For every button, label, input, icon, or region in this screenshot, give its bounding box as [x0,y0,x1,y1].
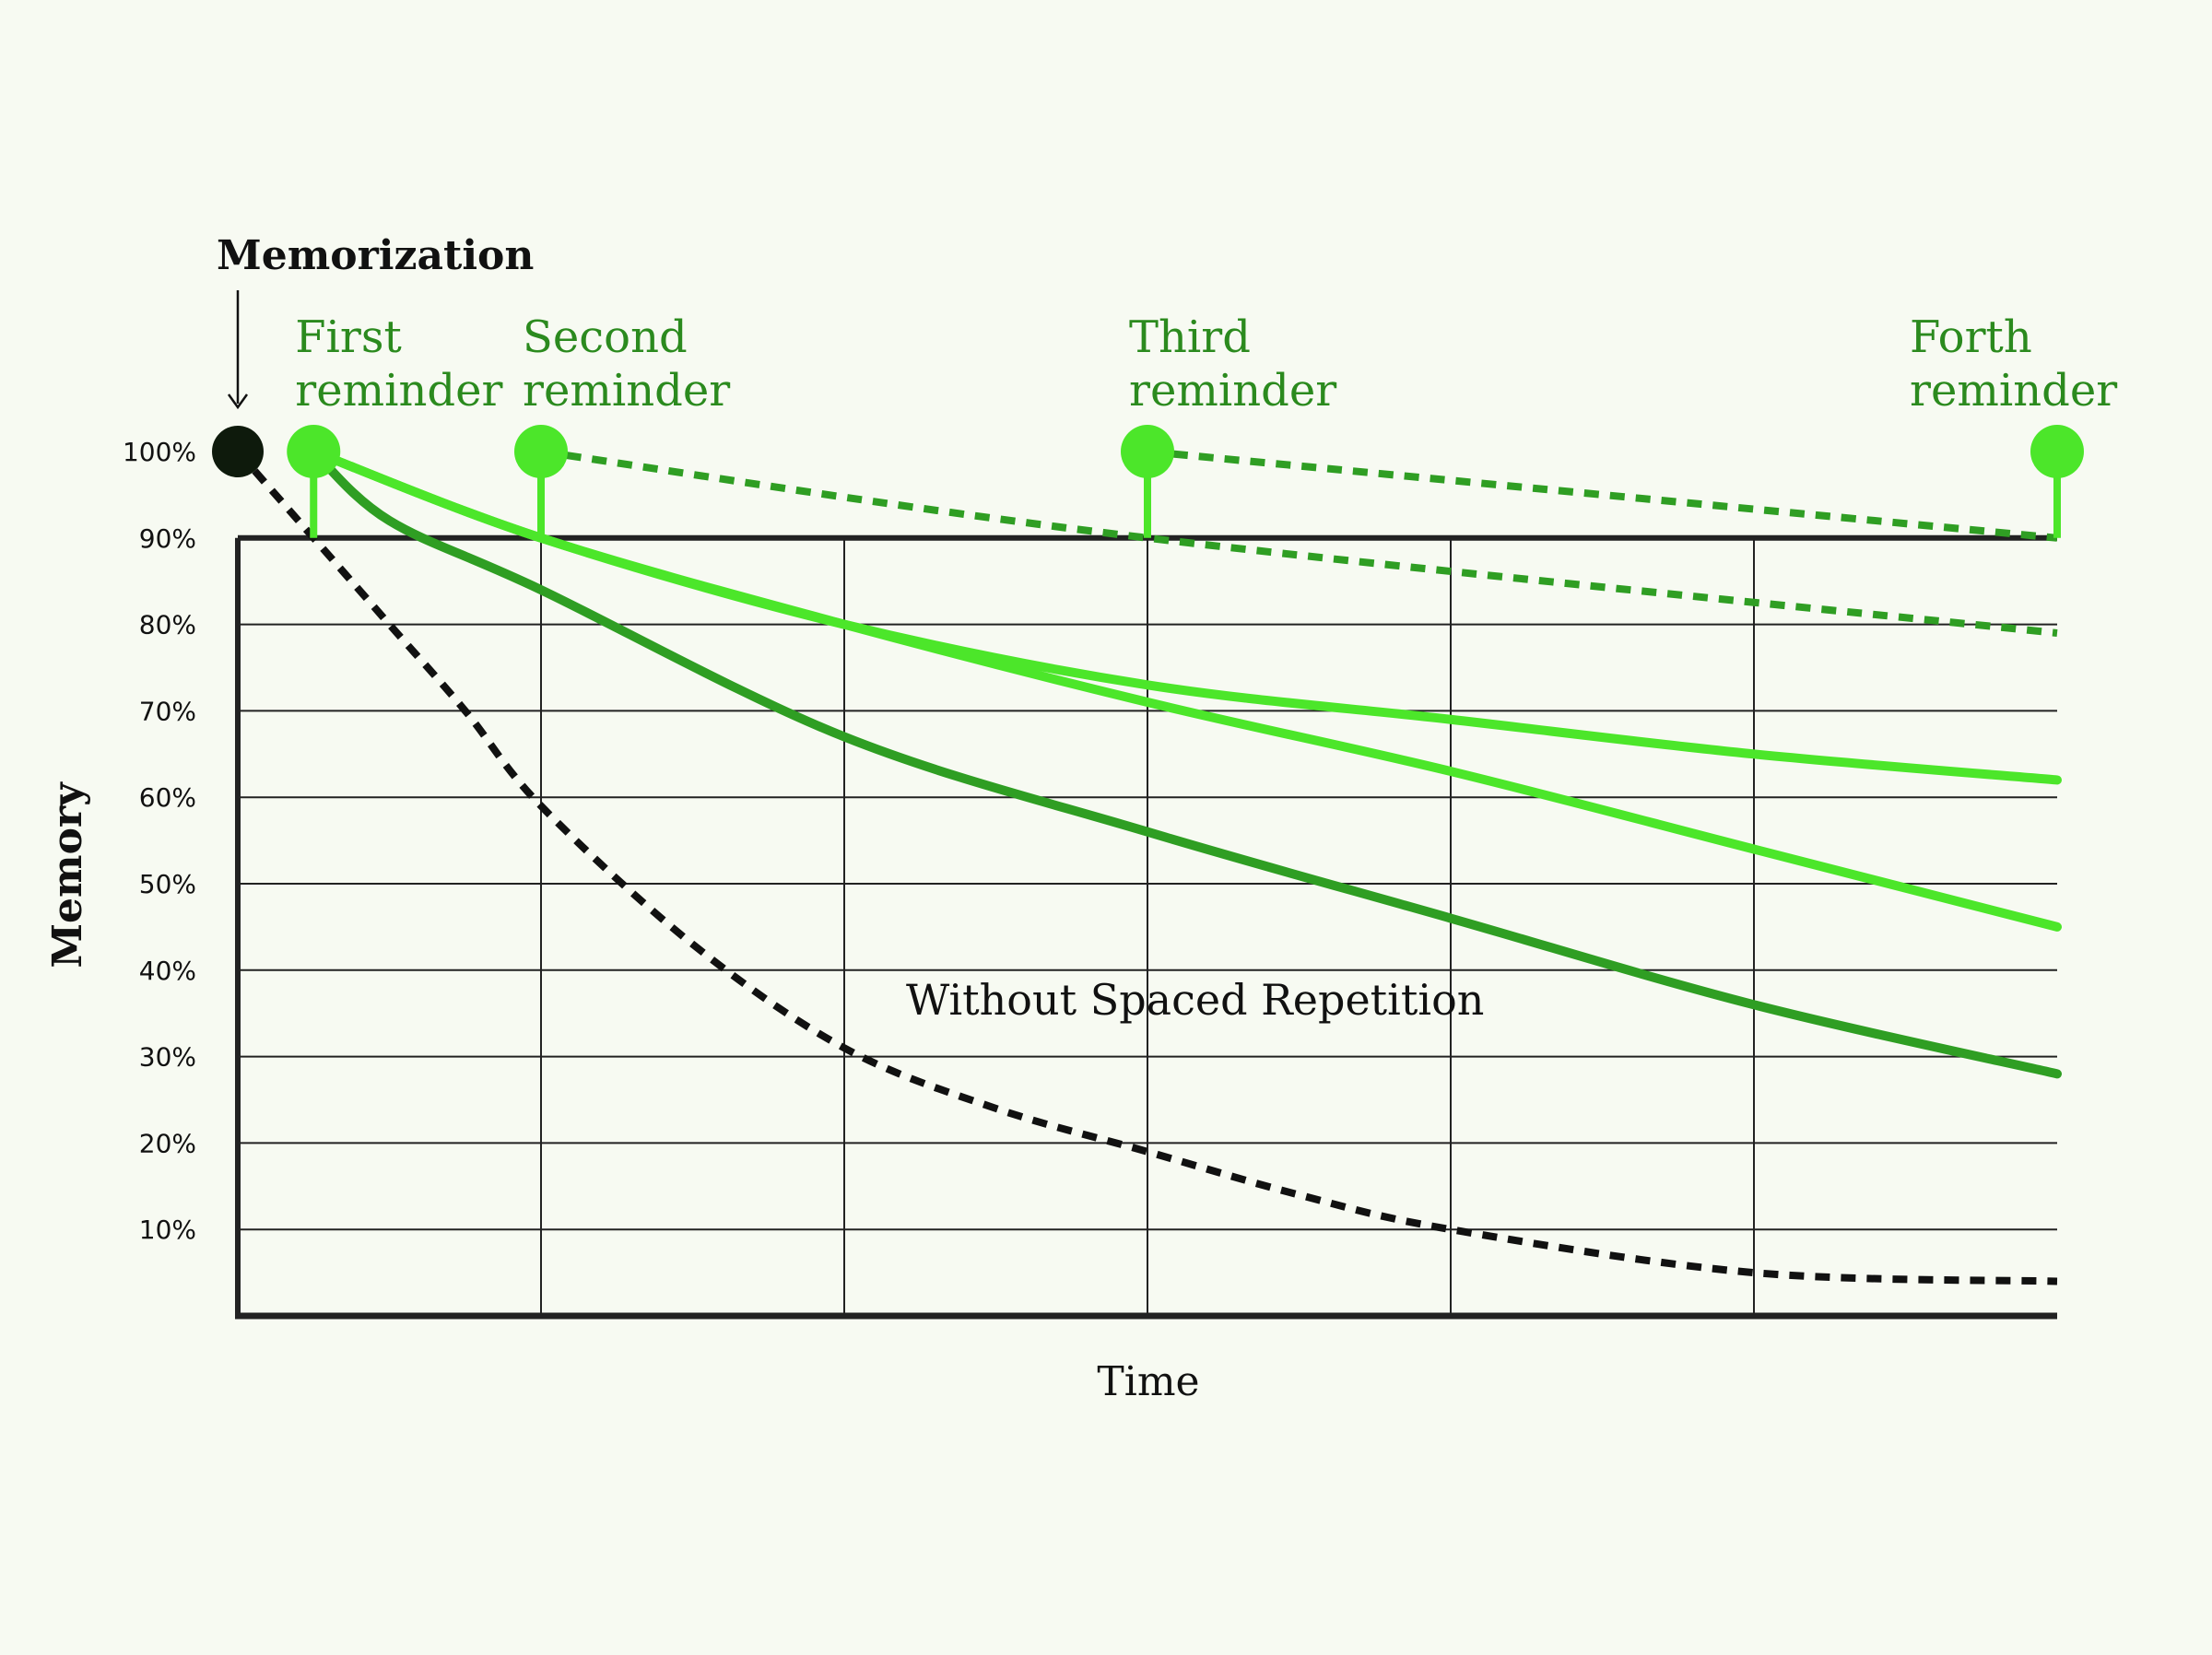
y-tick-label: 40% [139,956,196,986]
reminder-label-line2: reminder [1910,365,2117,417]
markers [212,290,2084,538]
labels: Memorization Without Spaced Repetition T… [44,232,2117,1405]
reminder-label-line2: reminder [1129,365,1336,417]
series-line-2 [309,447,2062,1079]
y-tick-label: 10% [139,1215,196,1245]
y-tick-label: 70% [139,696,196,726]
reminder-label-line1: First [295,311,402,363]
series-line-5 [540,448,2058,637]
y-tick-label: 90% [139,523,196,554]
reminder-label-line1: Third [1129,311,1251,363]
y-tick-label: 30% [139,1042,196,1073]
memorization-marker [212,426,264,477]
reminder-label-line2: reminder [523,365,730,417]
y-tick-label: 60% [139,782,196,813]
without-spaced-repetition-annotation: Without Spaced Repetition [906,975,1484,1025]
series-line-1 [234,449,2058,1285]
series-lines [234,447,2062,1285]
grid [235,534,2057,1320]
y-tick-label: 100% [123,437,196,467]
memorization-arrow-head [227,393,249,410]
y-tick-label: 50% [139,869,196,899]
y-axis-label: Memory [44,781,91,968]
series-line-6 [1147,448,2058,542]
y-tick-label: 80% [139,610,196,640]
y-tick-label: 20% [139,1128,196,1158]
series-line-4 [309,447,2062,785]
memorization-label: Memorization [217,232,534,279]
x-axis-label: Time [1097,1358,1199,1405]
reminder-label-line1: Forth [1910,311,2032,363]
reminder-marker [1121,425,1174,478]
reminder-marker [514,425,568,478]
reminder-marker [287,425,341,478]
reminder-label-line2: reminder [295,365,502,417]
reminder-label-line1: Second [523,311,688,363]
reminder-marker [2030,425,2084,478]
